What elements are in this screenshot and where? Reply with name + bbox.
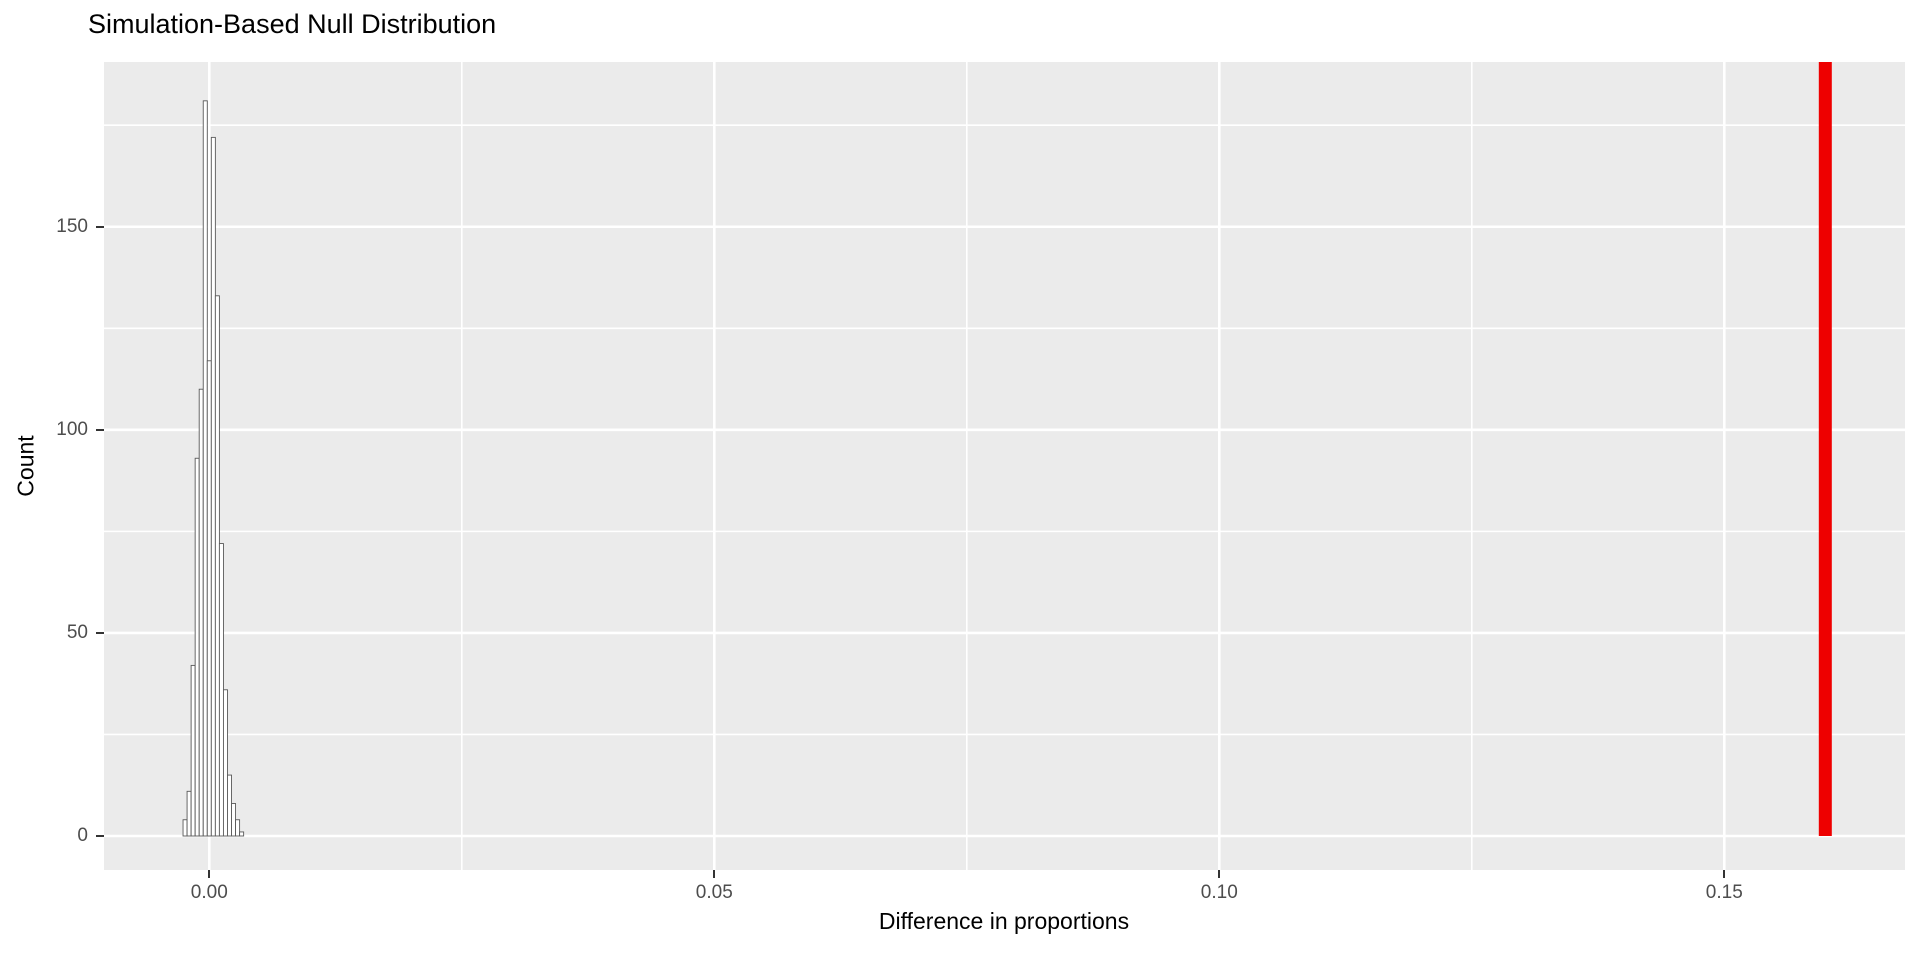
x-tick-label: 0.10	[1200, 882, 1238, 903]
y-tick-mark	[96, 428, 104, 431]
histogram-bar	[235, 819, 241, 837]
y-axis-title: Count	[12, 435, 39, 497]
x-tick-mark	[1218, 870, 1221, 878]
plot-title: Simulation-Based Null Distribution	[88, 9, 497, 39]
histogram-bar	[206, 360, 212, 837]
x-axis-title: Difference in proportions	[878, 908, 1130, 934]
histogram-bar	[186, 790, 192, 837]
histogram-chart	[104, 62, 1905, 870]
histogram-bar	[194, 457, 200, 837]
plot-panel	[104, 62, 1905, 870]
x-tick-mark	[1723, 870, 1726, 878]
histogram-bar	[182, 819, 188, 837]
histogram-bar	[227, 774, 232, 837]
x-tick-mark	[208, 870, 211, 878]
histogram-bar	[202, 100, 208, 837]
histogram-bar	[222, 689, 228, 837]
histogram-bar	[239, 831, 245, 837]
histogram-bar	[210, 136, 216, 837]
histogram-bar	[214, 295, 220, 837]
x-tick-label: 0.05	[695, 882, 733, 903]
histogram-bar	[198, 388, 204, 837]
y-tick-label: 150	[56, 215, 88, 237]
x-tick-label: 0.00	[190, 882, 228, 903]
x-tick-mark	[713, 870, 716, 878]
y-tick-label: 50	[66, 621, 88, 643]
y-tick-label: 100	[56, 418, 88, 440]
observed-stat-line	[1818, 62, 1832, 836]
y-tick-mark	[96, 835, 104, 837]
y-tick-mark	[96, 631, 104, 634]
histogram-bar	[231, 803, 237, 837]
y-tick-label: 0	[77, 825, 88, 846]
histogram-bar	[190, 664, 196, 837]
histogram-bar	[218, 543, 224, 837]
y-tick-mark	[96, 225, 104, 228]
x-tick-label: 0.15	[1705, 882, 1743, 903]
